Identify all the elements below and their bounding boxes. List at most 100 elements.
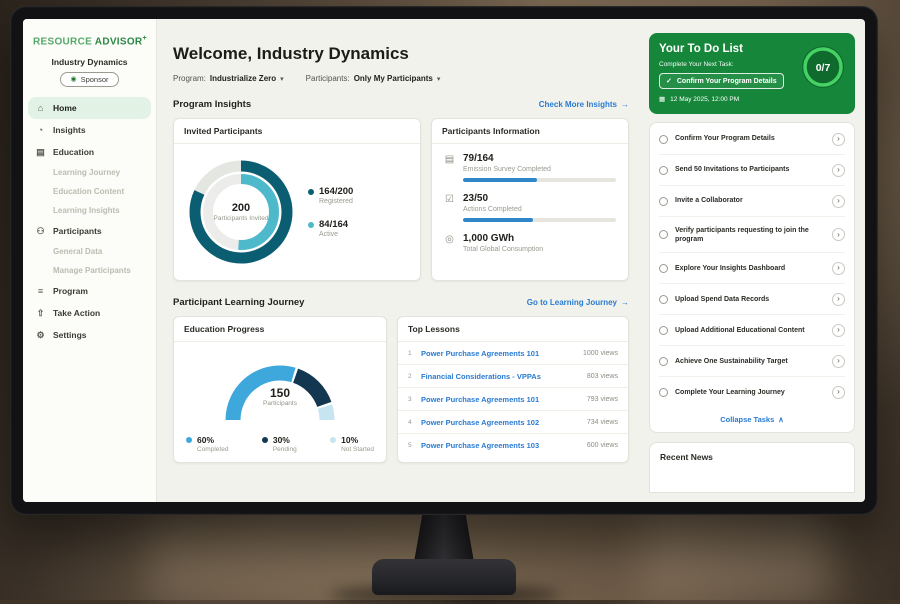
sidebar-item-education[interactable]: ▤ Education [23,141,156,163]
lesson-link[interactable]: Power Purchase Agreements 102 [421,417,540,427]
task-row[interactable]: Upload Additional Educational Content › [659,315,845,347]
chevron-down-icon: ▾ [436,75,441,83]
logo-primary: RESOURCE [33,36,93,48]
sidebar-item-label: Education [53,147,95,158]
info-label: Emission Survey Completed [463,166,551,173]
sidebar-item-insights[interactable]: ◔ Insights [23,119,156,141]
legend-value: 30% [272,435,290,445]
card-title: Top Lessons [398,317,628,342]
task-label: Upload Additional Educational Content [675,326,805,334]
chevron-right-icon[interactable]: › [832,354,845,368]
sidebar-item-settings[interactable]: ⚙ Settings [23,324,156,346]
sidebar-item-label: Take Action [53,308,101,319]
donut-value: 200 [231,201,251,214]
check-more-insights-link[interactable]: Check More Insights → [539,100,629,109]
task-row[interactable]: Invite a Collaborator › [659,186,845,217]
sidebar-item-general-data[interactable]: General Data [53,247,103,257]
logo-secondary: ADVISOR [94,36,143,48]
task-checkbox[interactable] [659,134,668,144]
app-logo: RESOURCE ADVISOR+ [23,31,156,55]
task-checkbox[interactable] [659,356,668,366]
task-checkbox[interactable] [659,387,668,397]
pending-dot [261,437,268,443]
education-progress-card: Education Progress 150 Participants [173,316,387,463]
todo-next-task[interactable]: ✓ Confirm Your Program Details [659,73,784,89]
sidebar-item-learning-insights[interactable]: Learning Insights [53,206,120,216]
task-row[interactable]: Verify participants requesting to join t… [659,217,845,254]
chevron-right-icon[interactable]: › [832,261,845,275]
task-checkbox[interactable] [659,263,668,273]
task-row[interactable]: Upload Spend Data Records › [659,284,845,316]
recent-news-title: Recent News [660,452,713,463]
todo-panel: Your To Do List Complete Your Next Task:… [643,19,865,502]
top-lessons-card: Top Lessons 1 Power Purchase Agreements … [397,316,629,463]
collapse-tasks-link[interactable]: Collapse Tasks ∧ [659,407,845,431]
info-row-consumption: ◎ 1,000 GWh Total Global Consumption [444,233,616,253]
task-row[interactable]: Send 50 Invitations to Participants › [659,155,845,186]
program-select-value: Industrialize Zero [209,74,277,83]
sidebar-item-manage-participants[interactable]: Manage Participants [53,266,131,276]
sidebar-item-education-content[interactable]: Education Content [53,187,125,197]
lesson-views: 793 views [586,395,618,403]
active-dot [308,221,314,228]
task-label: Upload Spend Data Records [675,295,770,303]
survey-icon: ▤ [444,154,455,165]
sidebar-item-participants[interactable]: ⚇ Participants [23,220,156,242]
sidebar-item-learning-journey[interactable]: Learning Journey [53,168,121,178]
legend-item-pending: 30% Pending [261,435,297,453]
link-label: Check More Insights [538,100,617,109]
lesson-link[interactable]: Power Purchase Agreements 101 [421,348,540,358]
task-row[interactable]: Complete Your Learning Journey › [659,377,845,407]
lesson-row: 1 Power Purchase Agreements 101 1000 vie… [398,342,628,365]
sidebar-nav: ⌂ Home ◔ Insights ▤ Education Learning J… [23,97,156,346]
task-label: Explore Your Insights Dashboard [675,264,786,272]
participants-information-card: Participants Information ▤ 79/164 Emissi… [431,118,629,281]
task-checkbox[interactable] [659,165,668,175]
task-checkbox[interactable] [659,325,668,335]
todo-due-date: ▦ 12 May 2025, 12:00 PM [659,95,845,104]
info-value: 23/50 [463,193,489,204]
task-row[interactable]: Explore Your Insights Dashboard › [659,253,845,285]
go-to-learning-journey-link[interactable]: Go to Learning Journey → [527,298,629,307]
legend-item-active: 84/164 Active [308,219,353,238]
lesson-link[interactable]: Financial Considerations - VPPAs [421,371,541,381]
sidebar-item-take-action[interactable]: ⇧ Take Action [23,302,156,324]
chevron-right-icon[interactable]: › [832,163,845,177]
education-icon: ▤ [36,146,45,157]
calendar-icon: ▦ [659,96,666,103]
chevron-right-icon[interactable]: › [832,323,845,337]
sidebar-item-home[interactable]: ⌂ Home [28,97,151,120]
task-checkbox[interactable] [659,230,668,240]
task-label: Achieve One Sustainability Target [675,357,788,365]
invited-participants-body: 200 Participants Invited 164/200 Registe… [174,144,420,280]
lesson-views: 600 views [586,441,618,449]
chevron-right-icon[interactable]: › [832,228,845,242]
task-row[interactable]: Confirm Your Program Details › [659,124,845,155]
dashboard-screen: RESOURCE ADVISOR+ Industry Dynamics ◉ Sp… [23,19,865,502]
chevron-right-icon[interactable]: › [832,292,845,306]
chevron-right-icon[interactable]: › [832,132,845,146]
task-checkbox[interactable] [659,294,668,304]
lesson-row: 3 Power Purchase Agreements 101 793 view… [398,388,628,411]
participants-information-body: ▤ 79/164 Emission Survey Completed ☑ 23/… [432,144,628,253]
task-label: Verify participants requesting to join t… [675,226,809,243]
insights-icon: ◔ [37,124,44,135]
lesson-rank: 1 [408,349,412,357]
task-checkbox[interactable] [659,196,668,206]
main-content: Welcome, Industry Dynamics Program: Indu… [157,19,643,502]
sidebar-item-program[interactable]: ≡ Program [23,280,156,302]
chevron-right-icon[interactable]: › [832,194,845,208]
lesson-link[interactable]: Power Purchase Agreements 103 [421,440,540,450]
lesson-link[interactable]: Power Purchase Agreements 101 [421,394,540,404]
chevron-right-icon[interactable]: › [832,385,845,399]
filter-bar: Program: Industrialize Zero ▾ Participan… [173,74,629,83]
sidebar-item-label: Home [53,103,77,114]
lesson-rank: 4 [408,418,412,426]
participants-select[interactable]: Participants: Only My Participants ▾ [306,74,441,83]
actions-progress-bar [463,218,616,222]
task-label: Invite a Collaborator [675,197,743,205]
program-select[interactable]: Program: Industrialize Zero ▾ [173,74,284,83]
task-row[interactable]: Achieve One Sustainability Target › [659,346,845,378]
settings-icon: ⚙ [36,329,45,340]
actions-progress-fill [463,218,534,222]
